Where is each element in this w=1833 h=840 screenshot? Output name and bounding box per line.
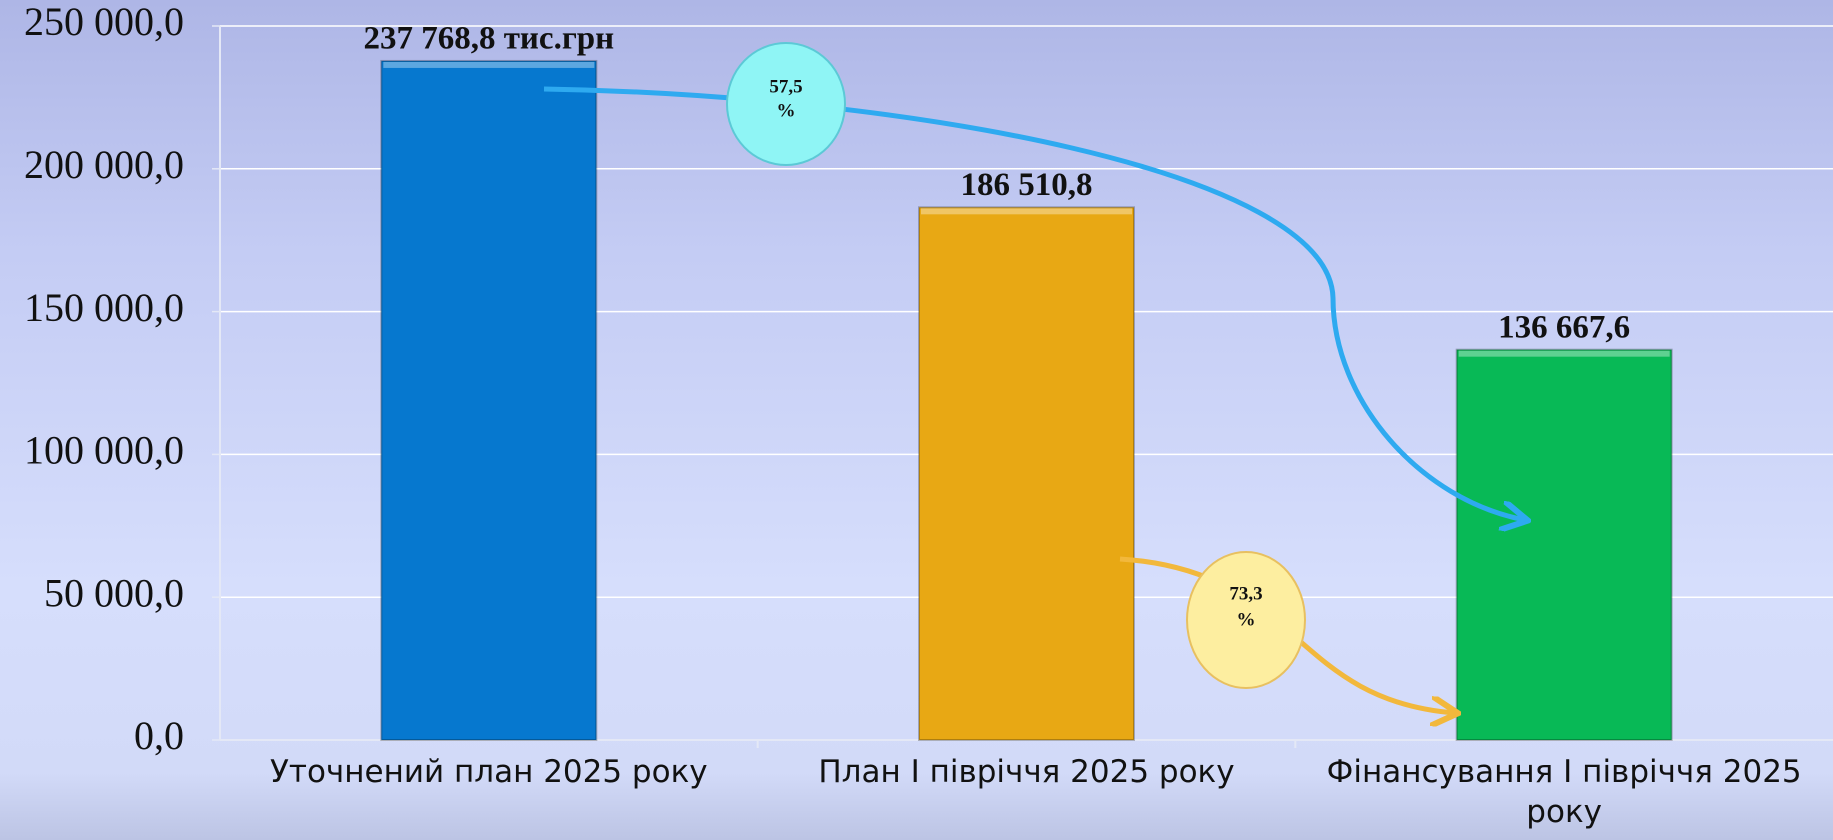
y-tick-label: 250 000,0 bbox=[24, 0, 184, 44]
value-label: 186 510,8 bbox=[961, 167, 1093, 203]
y-tick-label: 0,0 bbox=[134, 713, 184, 758]
bar-highlight bbox=[921, 208, 1132, 215]
bar bbox=[380, 59, 598, 741]
x-tick-label: План І півріччя 2025 року bbox=[818, 754, 1235, 790]
bar bbox=[918, 206, 1135, 742]
y-tick-label: 100 000,0 bbox=[24, 428, 184, 473]
x-tick-label: Фінансування І півріччя 2025 року bbox=[1326, 754, 1802, 830]
annotation-text: % bbox=[1237, 609, 1256, 630]
annotation-text: 73,3 bbox=[1229, 583, 1262, 604]
annotation-text: 57,5 bbox=[769, 76, 802, 97]
bar-highlight bbox=[383, 61, 595, 68]
y-tick-label: 50 000,0 bbox=[44, 570, 184, 615]
bar-highlight bbox=[1458, 350, 1670, 357]
annotation-bubble bbox=[1186, 551, 1306, 689]
annotation-bubble bbox=[726, 42, 846, 166]
value-label: 237 768,8 тис.грн bbox=[363, 21, 614, 57]
y-tick-label: 200 000,0 bbox=[24, 142, 184, 187]
bar bbox=[1455, 348, 1673, 741]
y-tick-label: 150 000,0 bbox=[24, 285, 184, 330]
value-label: 136 667,6 bbox=[1498, 309, 1630, 345]
x-tick-label: Уточнений план 2025 року bbox=[270, 754, 708, 790]
annotation-text: % bbox=[777, 100, 796, 121]
